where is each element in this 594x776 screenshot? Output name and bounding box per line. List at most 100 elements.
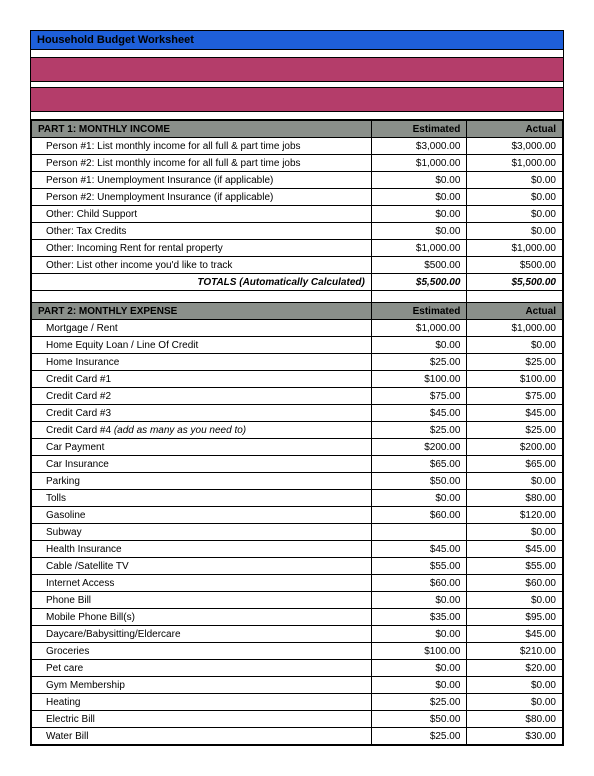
row-actual: $45.00: [467, 405, 563, 422]
row-label: Credit Card #1: [32, 371, 372, 388]
table-row: Person #2: List monthly income for all f…: [32, 155, 563, 172]
row-actual: $75.00: [467, 388, 563, 405]
row-actual: $95.00: [467, 609, 563, 626]
row-actual: $0.00: [467, 473, 563, 490]
row-estimated: $25.00: [371, 354, 467, 371]
budget-worksheet: Household Budget Worksheet PART 1: MONTH…: [30, 30, 564, 746]
row-estimated: $0.00: [371, 172, 467, 189]
table-row: Car Payment$200.00$200.00: [32, 439, 563, 456]
row-actual: $500.00: [467, 257, 563, 274]
row-estimated: $50.00: [371, 473, 467, 490]
row-estimated: $75.00: [371, 388, 467, 405]
table-row: Pet care$0.00$20.00: [32, 660, 563, 677]
row-label: Car Payment: [32, 439, 372, 456]
row-label: Gym Membership: [32, 677, 372, 694]
row-actual: $65.00: [467, 456, 563, 473]
row-estimated: $25.00: [371, 422, 467, 439]
row-label: Credit Card #4 (add as many as you need …: [32, 422, 372, 439]
row-estimated: $200.00: [371, 439, 467, 456]
row-label: Mortgage / Rent: [32, 320, 372, 337]
row-label: Water Bill: [32, 728, 372, 745]
row-actual: $200.00: [467, 439, 563, 456]
row-actual: $1,000.00: [467, 240, 563, 257]
row-actual: $55.00: [467, 558, 563, 575]
row-estimated: $100.00: [371, 643, 467, 660]
row-estimated: [371, 524, 467, 541]
table-row: Gasoline$60.00$120.00: [32, 507, 563, 524]
row-estimated: $50.00: [371, 711, 467, 728]
row-label: Other: List other income you'd like to t…: [32, 257, 372, 274]
header-band: [31, 88, 563, 112]
row-estimated: $60.00: [371, 575, 467, 592]
column-header-estimated: Estimated: [371, 303, 467, 320]
table-row: Health Insurance$45.00$45.00: [32, 541, 563, 558]
row-label: Tolls: [32, 490, 372, 507]
table-row: Other: Incoming Rent for rental property…: [32, 240, 563, 257]
table-row: Credit Card #3$45.00$45.00: [32, 405, 563, 422]
spacer: [31, 112, 563, 120]
row-actual: $1,000.00: [467, 155, 563, 172]
worksheet-title: Household Budget Worksheet: [31, 31, 563, 50]
row-label: Other: Tax Credits: [32, 223, 372, 240]
row-estimated: $0.00: [371, 223, 467, 240]
table-row: Credit Card #4 (add as many as you need …: [32, 422, 563, 439]
section-header: PART 2: MONTHLY EXPENSEEstimatedActual: [32, 303, 563, 320]
row-label: Heating: [32, 694, 372, 711]
table-row: Other: Tax Credits$0.00$0.00: [32, 223, 563, 240]
budget-table: PART 1: MONTHLY INCOMEEstimatedActualPer…: [31, 120, 563, 745]
row-actual: $25.00: [467, 422, 563, 439]
row-estimated: $0.00: [371, 490, 467, 507]
row-label: Person #1: List monthly income for all f…: [32, 138, 372, 155]
table-row: Phone Bill$0.00$0.00: [32, 592, 563, 609]
row-label: Health Insurance: [32, 541, 372, 558]
row-estimated: $55.00: [371, 558, 467, 575]
row-estimated: $45.00: [371, 541, 467, 558]
row-estimated: $100.00: [371, 371, 467, 388]
row-estimated: $0.00: [371, 206, 467, 223]
table-row: Electric Bill$50.00$80.00: [32, 711, 563, 728]
table-row: Credit Card #2$75.00$75.00: [32, 388, 563, 405]
row-estimated: $0.00: [371, 626, 467, 643]
row-actual: $0.00: [467, 223, 563, 240]
row-actual: $25.00: [467, 354, 563, 371]
row-actual: $0.00: [467, 694, 563, 711]
row-estimated: $0.00: [371, 592, 467, 609]
row-label: Daycare/Babysitting/Eldercare: [32, 626, 372, 643]
table-row: Person #2: Unemployment Insurance (if ap…: [32, 189, 563, 206]
table-row: Water Bill$25.00$30.00: [32, 728, 563, 745]
row-actual: $100.00: [467, 371, 563, 388]
row-actual: $0.00: [467, 524, 563, 541]
row-label: Credit Card #2: [32, 388, 372, 405]
row-label: Mobile Phone Bill(s): [32, 609, 372, 626]
row-actual: $0.00: [467, 189, 563, 206]
row-actual: $210.00: [467, 643, 563, 660]
table-row: Other: Child Support$0.00$0.00: [32, 206, 563, 223]
table-row: Daycare/Babysitting/Eldercare$0.00$45.00: [32, 626, 563, 643]
table-row: Tolls$0.00$80.00: [32, 490, 563, 507]
row-actual: $3,000.00: [467, 138, 563, 155]
table-row: Mobile Phone Bill(s)$35.00$95.00: [32, 609, 563, 626]
table-row: Internet Access$60.00$60.00: [32, 575, 563, 592]
section-title: PART 1: MONTHLY INCOME: [32, 121, 372, 138]
row-estimated: $35.00: [371, 609, 467, 626]
row-label: Groceries: [32, 643, 372, 660]
table-row: Subway$0.00: [32, 524, 563, 541]
row-label: Person #1: Unemployment Insurance (if ap…: [32, 172, 372, 189]
table-row: Home Equity Loan / Line Of Credit$0.00$0…: [32, 337, 563, 354]
blank-row: [32, 291, 563, 303]
row-estimated: $65.00: [371, 456, 467, 473]
row-actual: $30.00: [467, 728, 563, 745]
row-actual: $45.00: [467, 541, 563, 558]
row-actual: $0.00: [467, 172, 563, 189]
table-row: Gym Membership$0.00$0.00: [32, 677, 563, 694]
table-row: Cable /Satellite TV$55.00$55.00: [32, 558, 563, 575]
table-row: Car Insurance$65.00$65.00: [32, 456, 563, 473]
row-estimated: $1,000.00: [371, 240, 467, 257]
column-header-actual: Actual: [467, 121, 563, 138]
column-header-estimated: Estimated: [371, 121, 467, 138]
row-label: Other: Incoming Rent for rental property: [32, 240, 372, 257]
table-row: Person #1: Unemployment Insurance (if ap…: [32, 172, 563, 189]
row-estimated: $3,000.00: [371, 138, 467, 155]
totals-row: TOTALS (Automatically Calculated)$5,500.…: [32, 274, 563, 291]
row-label: Person #2: Unemployment Insurance (if ap…: [32, 189, 372, 206]
